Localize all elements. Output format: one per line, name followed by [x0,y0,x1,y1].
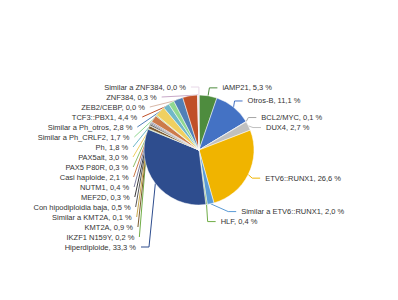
svg-text:Con hipodiploidia baja, 0,5 %: Con hipodiploidia baja, 0,5 % [33,203,130,212]
svg-text:HLF, 0,4 %: HLF, 0,4 % [221,217,258,226]
svg-text:Hiperdiploide, 33,3 %: Hiperdiploide, 33,3 % [65,243,137,252]
svg-text:Otros-B, 11,1 %: Otros-B, 11,1 % [248,96,301,105]
svg-text:Similar a ETV6::RUNX1, 2,0 %: Similar a ETV6::RUNX1, 2,0 % [241,207,344,216]
svg-text:iAMP21, 5,3 %: iAMP21, 5,3 % [222,83,272,92]
svg-text:ETV6::RUNX1, 26,6 %: ETV6::RUNX1, 26,6 % [265,174,341,183]
svg-text:PAX5alt, 3,0 %: PAX5alt, 3,0 % [78,153,128,162]
svg-text:IKZF1 N159Y, 0,2 %: IKZF1 N159Y, 0,2 % [67,233,135,242]
svg-text:PAX5 P80R, 0,3 %: PAX5 P80R, 0,3 % [65,163,128,172]
svg-text:MEF2D, 0,3 %: MEF2D, 0,3 % [81,193,130,202]
svg-text:ZNF384, 0,3 %: ZNF384, 0,3 % [106,93,157,102]
svg-text:Similar a KMT2A, 0,1 %: Similar a KMT2A, 0,1 % [52,213,132,222]
svg-text:TCF3::PBX1, 4,4 %: TCF3::PBX1, 4,4 % [72,113,138,122]
svg-text:Similar a ZNF384, 0,0 %: Similar a ZNF384, 0,0 % [104,83,186,92]
svg-text:Ph, 1,8 %: Ph, 1,8 % [96,143,129,152]
svg-text:DUX4, 2,7 %: DUX4, 2,7 % [266,123,310,132]
svg-text:NUTM1, 0,4 %: NUTM1, 0,4 % [80,183,130,192]
svg-text:Similar a Ph_CRLF2, 1,7 %: Similar a Ph_CRLF2, 1,7 % [38,133,130,142]
svg-text:Similar a Ph_otros, 2,8 %: Similar a Ph_otros, 2,8 % [48,123,133,132]
svg-text:Casi haploide, 2,1 %: Casi haploide, 2,1 % [60,173,129,182]
svg-text:BCL2/MYC, 0,1 %: BCL2/MYC, 0,1 % [261,113,322,122]
svg-text:KMT2A, 0,9 %: KMT2A, 0,9 % [85,223,134,232]
svg-text:ZEB2/CEBP, 0,0 %: ZEB2/CEBP, 0,0 % [81,103,145,112]
